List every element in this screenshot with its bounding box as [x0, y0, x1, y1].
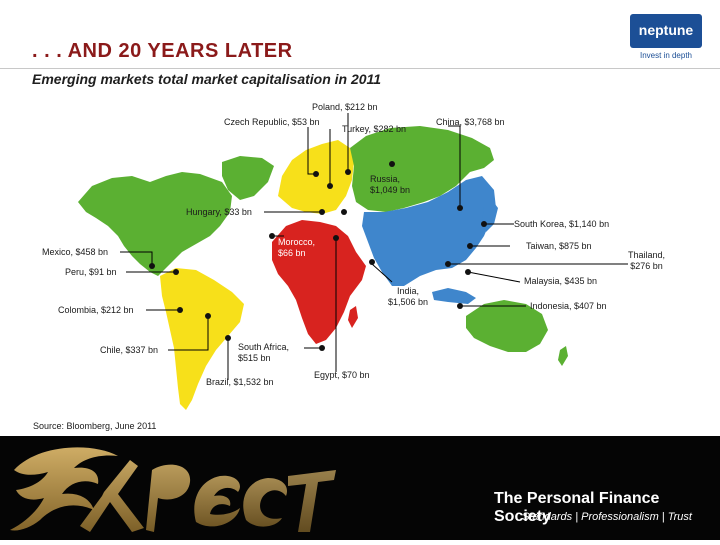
label-russia: Russia, $1,049 bn [370, 174, 410, 196]
label-thailand-value: $276 bn [630, 261, 663, 271]
label-russia-value: $1,049 bn [370, 185, 411, 195]
expect-glyph-c [243, 478, 288, 527]
indonesia-region [432, 288, 476, 304]
marker-egypt [333, 235, 339, 241]
page-title: . . . AND 20 YEARS LATER [32, 40, 293, 62]
logo-badge [630, 14, 702, 48]
label-morocco-name: Morocco, [278, 237, 316, 247]
leader-mexico [120, 251, 153, 266]
label-turkey: Turkey, $282 bn [342, 124, 407, 134]
expect-glyph-x [80, 460, 144, 532]
expect-glyph-e2 [194, 475, 240, 527]
leader-china [448, 125, 461, 208]
russia-region [350, 126, 494, 212]
north-america-region [78, 172, 232, 276]
marker-czech [313, 171, 319, 177]
society-tagline: Standards | Professionalism | Trust [522, 511, 692, 523]
logo-name: neptune [638, 22, 694, 38]
expect-wordmark [10, 447, 336, 532]
marker-colombia [177, 307, 183, 313]
africa-region [272, 220, 366, 344]
label-south-korea: South Korea, $1,140 bn [514, 219, 610, 229]
marker-south-korea [481, 221, 487, 227]
label-poland: Poland, $212 bn [312, 102, 378, 112]
label-mexico: Mexico, $458 bn [42, 247, 109, 257]
australia-region [466, 300, 548, 352]
label-czech-republic: Czech Republic, $53 bn [224, 117, 320, 127]
neptune-logo: neptune Invest in depth [630, 14, 702, 64]
label-hungary: Hungary, $33 bn [186, 207, 252, 217]
marker-indonesia [457, 303, 463, 309]
label-india: India, $1,506 bn [388, 286, 428, 308]
marker-south-africa [319, 345, 325, 351]
label-indonesia: Indonesia, $407 bn [530, 301, 607, 311]
society-name: The Personal Finance Society [494, 490, 660, 525]
label-south-africa-value: $515 bn [238, 353, 271, 363]
label-china: China, $3,768 bn [436, 117, 505, 127]
marker-thailand [445, 261, 451, 267]
world-map [78, 113, 628, 410]
marker-china [457, 205, 463, 211]
leader-chile [168, 318, 209, 351]
label-south-africa-name: South Africa, [238, 342, 290, 352]
marker-morocco [269, 233, 275, 239]
logo-tagline: Invest in depth [639, 51, 693, 60]
label-south-africa: South Africa, $515 bn [238, 342, 289, 364]
label-india-name: India, [397, 286, 420, 296]
marker-turkey [327, 183, 333, 189]
madagascar-region [348, 306, 358, 328]
expect-glyph-t [288, 470, 336, 532]
marker-hungary [319, 209, 325, 215]
greenland-region [222, 156, 274, 200]
page-subtitle: Emerging markets total market capitalisa… [32, 71, 382, 87]
asia-region [362, 176, 496, 286]
label-thailand-name: Thailand, [628, 250, 666, 260]
marker-brazil [225, 335, 231, 341]
marker-poland [345, 169, 351, 175]
label-egypt: Egypt, $70 bn [314, 370, 370, 380]
south-america-region [160, 268, 244, 410]
source-note: Source: Bloomberg, June 2011 [33, 421, 157, 431]
label-peru: Peru, $91 bn [65, 267, 117, 277]
label-morocco-value: $66 bn [278, 248, 306, 258]
marker-turkey-2 [341, 209, 347, 215]
marker-russia [389, 161, 395, 167]
label-colombia: Colombia, $212 bn [58, 305, 134, 315]
marker-taiwan [467, 243, 473, 249]
leader-lines [120, 113, 628, 380]
marker-mexico [149, 263, 155, 269]
new-zealand-region [558, 346, 568, 366]
marker-peru [173, 269, 179, 275]
label-russia-name: Russia, [370, 174, 401, 184]
label-morocco: Morocco, $66 bn [278, 237, 315, 259]
leader-malaysia [467, 271, 521, 283]
expect-glyph-e [10, 447, 118, 531]
title-divider [0, 68, 720, 69]
label-malaysia: Malaysia, $435 bn [524, 276, 598, 286]
label-india-value: $1,506 bn [388, 297, 429, 307]
leader-india [371, 263, 393, 283]
marker-malaysia [465, 269, 471, 275]
country-markers [149, 161, 487, 351]
label-chile: Chile, $337 bn [100, 345, 159, 355]
label-taiwan: Taiwan, $875 bn [526, 241, 592, 251]
label-thailand: Thailand, $276 bn [628, 250, 665, 272]
expect-glyph-p [146, 464, 191, 532]
marker-chile [205, 313, 211, 319]
label-brazil: Brazil, $1,532 bn [206, 377, 274, 387]
marker-india [369, 259, 375, 265]
footer-banner [0, 436, 720, 540]
